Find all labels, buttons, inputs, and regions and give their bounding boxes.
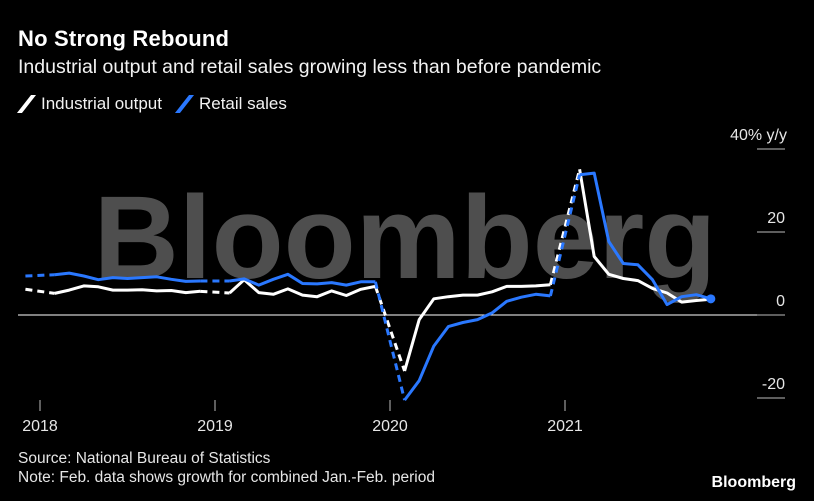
chart-title: No Strong Rebound (18, 26, 230, 51)
footnotes: Source: National Bureau of Statistics No… (18, 449, 435, 487)
bloomberg-logo: Bloomberg (711, 474, 796, 491)
series-line-industrial-output (228, 278, 376, 299)
series-line-dashed-retail-sales (25, 273, 55, 278)
legend-label-industrial-output: Industrial output (41, 94, 162, 113)
series-line-retail-sales (403, 292, 551, 401)
note-text: Note: Feb. data shows growth for combine… (18, 469, 435, 486)
watermark-text: Bloomberg (94, 172, 717, 304)
y-tick-label: 20 (767, 210, 785, 227)
series-line-industrial-output (403, 283, 551, 372)
series-line-retail-sales (54, 271, 201, 283)
chart-subtitle: Industrial output and retail sales growi… (18, 56, 602, 78)
legend-item-retail-sales: Retail sales (174, 94, 287, 114)
legend-label-retail-sales: Retail sales (198, 94, 287, 113)
series-line-dashed-retail-sales (373, 281, 407, 401)
y-tick-label: 0 (776, 293, 785, 310)
x-tick-label: 2020 (372, 418, 408, 435)
series-line-retail-sales (229, 272, 376, 287)
x-tick-label: 2018 (22, 418, 58, 435)
y-tick-label: -20 (762, 376, 785, 393)
series-line-dashed-retail-sales (548, 174, 582, 297)
x-tick-label: 2019 (197, 418, 233, 435)
series-line-dashed-industrial-output (200, 289, 230, 295)
series-line-dashed-industrial-output (25, 287, 55, 295)
legend-item-industrial-output: Industrial output (16, 94, 162, 114)
series-line-retail-sales (579, 171, 712, 307)
legend: Industrial output Retail sales (16, 94, 301, 114)
series-endpoint-retail-sales (706, 294, 716, 304)
y-tick-label: 40% y/y (730, 127, 787, 144)
source-text: Source: National Bureau of Statistics (18, 450, 271, 467)
series-line-industrial-output (54, 284, 201, 295)
series-line-industrial-output (578, 169, 711, 304)
series-line-dashed-industrial-output (373, 285, 407, 372)
x-tick-label: 2021 (547, 418, 583, 435)
